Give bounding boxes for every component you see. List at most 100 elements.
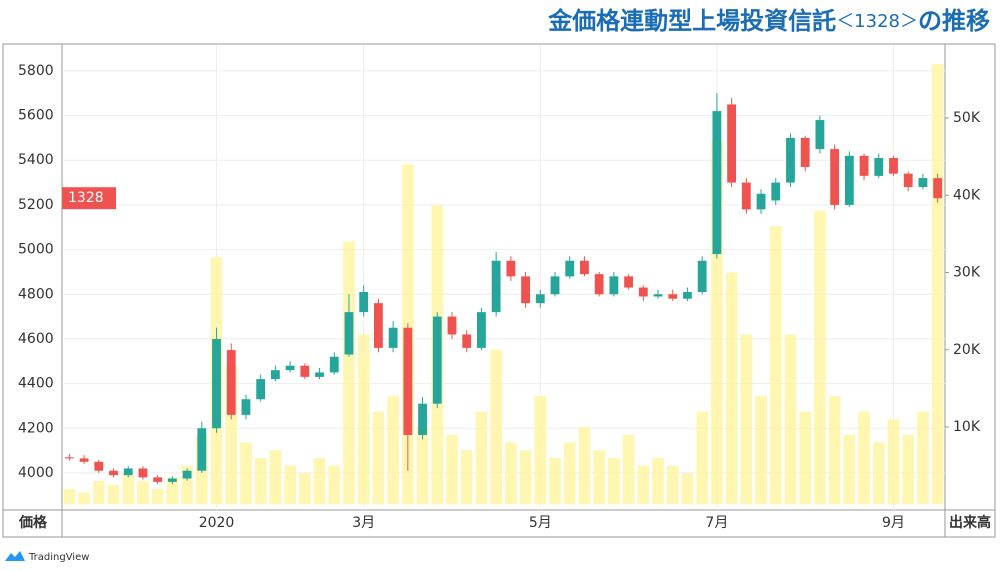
y-tick-label: 4000 xyxy=(18,465,54,481)
volume-bar xyxy=(151,488,164,505)
volume-bar xyxy=(122,473,135,505)
volume-bar xyxy=(372,411,385,505)
candle-body xyxy=(683,292,692,299)
volume-bar xyxy=(578,427,591,505)
candle-body xyxy=(462,334,472,348)
volume-bar xyxy=(740,334,753,505)
volume-bar xyxy=(607,457,620,505)
candle-body xyxy=(226,350,236,415)
volume-bar xyxy=(711,141,723,505)
volume-bars xyxy=(63,63,944,505)
candle-body xyxy=(889,158,898,174)
candle-body xyxy=(786,137,795,183)
candle-body xyxy=(182,470,192,479)
volume-bar xyxy=(593,450,606,505)
candle-body xyxy=(344,312,354,355)
volume-bar xyxy=(652,457,664,505)
volume-bar xyxy=(78,492,90,505)
symbol-tag xyxy=(62,187,116,210)
volume-bar xyxy=(622,434,635,505)
candle-body xyxy=(94,461,104,471)
candle-body xyxy=(197,428,207,471)
volume-bar xyxy=(460,450,473,505)
volume-bar xyxy=(254,457,267,505)
candle-body xyxy=(167,478,177,482)
volume-bar xyxy=(755,396,767,505)
volume-bar xyxy=(387,396,400,505)
volume-bar xyxy=(181,465,193,505)
candle-body xyxy=(153,477,163,482)
volume-bar xyxy=(534,396,547,505)
candle-body xyxy=(535,294,545,304)
candle-body xyxy=(624,276,634,288)
candle-body xyxy=(638,287,648,297)
candle-body xyxy=(285,365,295,371)
footer: TradingView xyxy=(28,552,89,563)
candle-body xyxy=(594,274,604,295)
candle-body xyxy=(933,178,943,199)
volume-bar xyxy=(549,457,561,505)
y-tick-label: 5400 xyxy=(18,152,54,168)
candle-body xyxy=(79,458,89,462)
y-tick-label: 5800 xyxy=(18,63,54,79)
y2-tick-label: 20K xyxy=(953,342,981,358)
candle-body xyxy=(329,356,339,373)
volume-bar xyxy=(343,241,355,505)
candle-body xyxy=(903,173,913,188)
y-tick-label: 5600 xyxy=(18,108,54,124)
candle-body xyxy=(432,316,442,404)
candle-body xyxy=(859,155,869,176)
x-tick-label: 9月 xyxy=(882,515,905,531)
volume-bar xyxy=(313,457,326,505)
y-tick-label: 5000 xyxy=(18,242,54,258)
candle-body xyxy=(653,294,663,297)
candle-body xyxy=(109,470,118,476)
volume-bar xyxy=(490,349,503,505)
volume-bar xyxy=(637,465,650,505)
y-axis-label: 価格 xyxy=(18,514,48,531)
candle-body xyxy=(359,292,369,313)
candle-body xyxy=(800,137,810,167)
title-main: 金価格連動型上場投資信託 xyxy=(547,7,836,35)
volume-bar xyxy=(284,465,296,505)
candle-body xyxy=(506,260,516,277)
volume-bar xyxy=(917,411,929,505)
candle-body xyxy=(447,316,457,335)
candle-body xyxy=(609,276,619,295)
candle-body xyxy=(403,327,413,435)
candle-body xyxy=(270,370,280,380)
candle-body xyxy=(771,182,781,201)
title-end: の推移 xyxy=(918,7,990,35)
volume-bar xyxy=(784,334,797,505)
candle-body xyxy=(212,338,221,429)
candle-body xyxy=(241,399,251,415)
volume-bar xyxy=(931,63,944,505)
y-tick-label: 4400 xyxy=(18,376,54,392)
candle-body xyxy=(918,178,928,188)
candle-body xyxy=(300,365,310,377)
x-tick-label: 7月 xyxy=(705,515,728,531)
volume-bar xyxy=(298,473,311,505)
volume-bar xyxy=(137,481,149,505)
candle-body xyxy=(550,276,560,295)
candle-body xyxy=(521,276,530,304)
candle-body xyxy=(138,468,148,478)
y2-tick-label: 40K xyxy=(953,187,981,203)
volume-bar xyxy=(240,442,252,505)
x-tick-label: 2020 xyxy=(199,515,235,531)
candle-body xyxy=(315,372,324,377)
grid xyxy=(62,45,945,510)
volume-bar xyxy=(872,442,885,505)
volume-bar xyxy=(63,488,76,505)
volume-bar xyxy=(902,434,915,505)
candle-body xyxy=(580,260,589,275)
y2-tick-label: 30K xyxy=(953,265,981,281)
volume-bar xyxy=(416,427,429,505)
volume-bar xyxy=(519,450,532,505)
candle-body xyxy=(256,379,266,400)
y-tick-label: 4800 xyxy=(18,286,54,302)
candle-body xyxy=(388,327,398,348)
frame xyxy=(2,43,996,538)
volume-bar xyxy=(92,481,105,505)
volume-bar xyxy=(475,411,488,505)
